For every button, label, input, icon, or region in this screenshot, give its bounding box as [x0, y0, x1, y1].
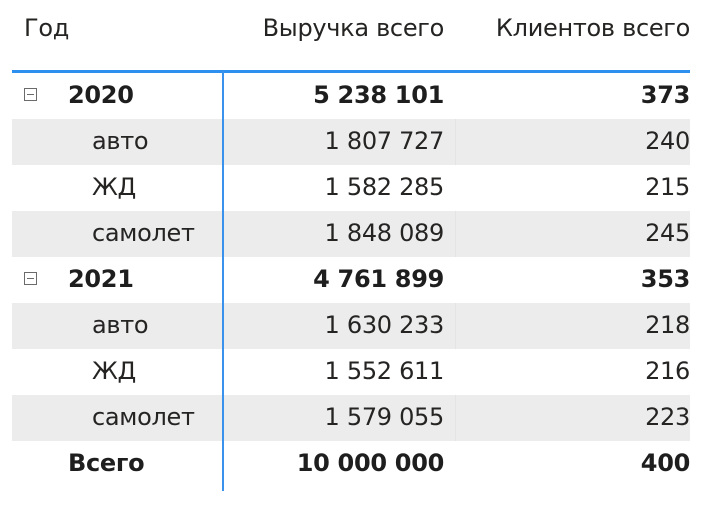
- total-clients-value: 400: [640, 449, 691, 477]
- column-divider: [455, 395, 456, 441]
- row-label: ЖД: [92, 357, 137, 385]
- clients-value: 373: [640, 81, 691, 109]
- collapse-minus-icon[interactable]: [24, 88, 37, 101]
- revenue-value: 1 848 089: [324, 219, 445, 247]
- column-header-revenue[interactable]: Выручка всего: [262, 14, 445, 42]
- matrix-header-row: Год Выручка всего Клиентов всего: [12, 0, 690, 71]
- row-label: 2021: [68, 265, 134, 293]
- clients-value: 215: [645, 173, 690, 201]
- table-row: авто 1 630 233 218: [12, 303, 690, 349]
- clients-value: 353: [640, 265, 691, 293]
- column-divider: [455, 211, 456, 257]
- revenue-value: 1 582 285: [324, 173, 445, 201]
- group-row-2021: 2021 4 761 899 353: [12, 257, 690, 303]
- clients-value: 223: [645, 403, 690, 431]
- revenue-value: 1 630 233: [324, 311, 445, 339]
- total-revenue-value: 10 000 000: [296, 449, 445, 477]
- clients-value: 216: [645, 357, 690, 385]
- group-row-2020: 2020 5 238 101 373: [12, 73, 690, 119]
- revenue-value: 1 807 727: [324, 127, 445, 155]
- row-label: авто: [92, 311, 149, 339]
- clients-value: 245: [645, 219, 690, 247]
- revenue-value: 4 761 899: [313, 265, 444, 293]
- table-row: самолет 1 579 055 223: [12, 395, 690, 441]
- table-row: самолет 1 848 089 245: [12, 211, 690, 257]
- row-header-divider: [222, 71, 224, 491]
- row-label: 2020: [68, 81, 134, 109]
- row-label: самолет: [92, 219, 195, 247]
- total-row: Всего 10 000 000 400: [12, 441, 690, 487]
- row-label: ЖД: [92, 173, 137, 201]
- column-header-clients[interactable]: Клиентов всего: [495, 14, 690, 42]
- header-divider: [12, 70, 690, 73]
- clients-value: 218: [645, 311, 690, 339]
- column-divider: [455, 119, 456, 165]
- column-divider: [455, 303, 456, 349]
- table-row: авто 1 807 727 240: [12, 119, 690, 165]
- table-row: ЖД 1 582 285 215: [12, 165, 690, 211]
- revenue-value: 1 579 055: [324, 403, 445, 431]
- total-label: Всего: [68, 449, 145, 477]
- column-header-year[interactable]: Год: [24, 14, 70, 42]
- collapse-minus-icon[interactable]: [24, 272, 37, 285]
- table-row: ЖД 1 552 611 216: [12, 349, 690, 395]
- clients-value: 240: [645, 127, 690, 155]
- row-label: самолет: [92, 403, 195, 431]
- revenue-value: 5 238 101: [313, 81, 444, 109]
- revenue-value: 1 552 611: [324, 357, 445, 385]
- row-label: авто: [92, 127, 149, 155]
